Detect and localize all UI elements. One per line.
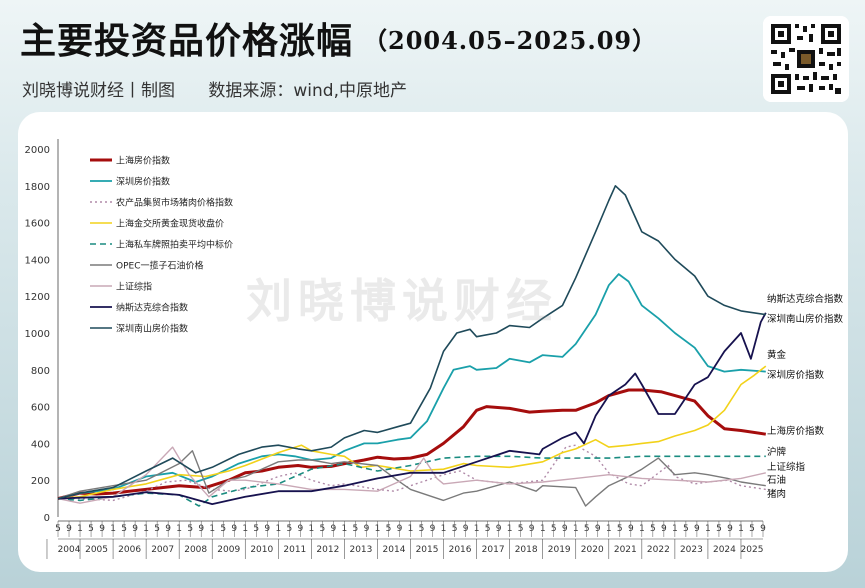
x-year-label: 2010 xyxy=(250,545,273,555)
legend-label: 上海金交所黄金现货收盘价 xyxy=(116,218,224,230)
y-tick-label: 1800 xyxy=(25,182,50,193)
x-year-label: 2021 xyxy=(614,545,637,555)
x-year-label: 2023 xyxy=(680,545,703,555)
x-year-label: 2006 xyxy=(118,545,141,555)
y-tick-label: 2000 xyxy=(25,145,50,156)
author-credit: 刘晓博说财经丨制图 xyxy=(22,81,175,101)
series-end-label: 黄金 xyxy=(767,349,787,361)
x-year-label: 2014 xyxy=(383,545,406,555)
x-year-label: 2015 xyxy=(416,545,439,555)
title-text: 主要投资品价格涨幅 xyxy=(20,21,354,62)
x-year-label: 2005 xyxy=(85,545,108,555)
series-end-label: 纳斯达克综合指数 xyxy=(767,293,844,305)
x-year-label: 2007 xyxy=(151,545,174,555)
series-end-label: 上海房价指数 xyxy=(767,425,825,437)
y-tick-label: 800 xyxy=(31,366,50,377)
x-year-label: 2025 xyxy=(741,545,764,555)
y-tick-label: 1600 xyxy=(25,219,50,230)
legend-label: 农产品集贸市场猪肉价格指数 xyxy=(116,197,233,209)
x-year-label: 2017 xyxy=(482,545,505,555)
y-tick-label: 1200 xyxy=(25,292,50,303)
series-line xyxy=(57,365,767,500)
x-year-label: 2008 xyxy=(184,545,207,555)
y-tick-label: 600 xyxy=(31,403,50,414)
y-tick-label: 200 xyxy=(31,476,50,487)
series-line xyxy=(57,455,766,507)
subtitle: 刘晓博说财经丨制图 数据来源：wind,中原地产 xyxy=(22,76,435,101)
series-line xyxy=(57,388,767,501)
x-year-label: 2019 xyxy=(548,545,571,555)
x-year-label: 2013 xyxy=(349,545,372,555)
legend-label: 上海房价指数 xyxy=(116,155,170,167)
legend-label: OPEC一揽子石油价格 xyxy=(116,260,203,272)
series-end-label: 上证综指 xyxy=(767,461,806,473)
legend-label: 上海私车牌照拍卖平均中标价 xyxy=(116,239,233,251)
page-title: 主要投资品价格涨幅 （2004.05–2025.09） xyxy=(20,12,657,64)
y-tick-label: 400 xyxy=(31,439,50,450)
data-source: 数据来源：wind,中原地产 xyxy=(208,81,408,101)
qr-code-icon xyxy=(763,16,849,102)
watermark: 刘晓博说财经 xyxy=(246,274,558,328)
series-end-label: 沪牌 xyxy=(767,446,787,458)
x-year-label: 2020 xyxy=(581,545,604,555)
series-end-label: 石油 xyxy=(767,474,786,486)
series-end-label: 猪肉 xyxy=(767,488,786,500)
legend-label: 深圳房价指数 xyxy=(116,176,170,188)
x-year-label: 2011 xyxy=(283,545,306,555)
x-year-label: 2012 xyxy=(316,545,339,555)
x-year-label: 2009 xyxy=(217,545,240,555)
series-line xyxy=(57,273,766,500)
series-end-label: 深圳房价指数 xyxy=(767,369,825,381)
x-year-label: 2016 xyxy=(449,545,472,555)
series-line xyxy=(57,185,766,500)
x-year-label: 2024 xyxy=(713,545,736,555)
x-year-label: 2018 xyxy=(515,545,538,555)
y-tick-label: 1400 xyxy=(25,255,50,266)
x-year-label: 2004 xyxy=(58,545,81,555)
y-tick-label: 1000 xyxy=(25,329,50,340)
legend-label: 纳斯达克综合指数 xyxy=(116,302,188,314)
series-end-label: 深圳南山房价指数 xyxy=(767,313,844,325)
chart-card xyxy=(18,112,848,572)
y-tick-label: 0 xyxy=(44,513,50,524)
series-line xyxy=(57,312,767,505)
series-line xyxy=(57,450,766,507)
title-range: （2004.05–2025.09） xyxy=(363,26,658,55)
x-year-label: 2022 xyxy=(647,545,670,555)
legend-label: 深圳南山房价指数 xyxy=(116,323,188,335)
series-line xyxy=(57,446,766,504)
legend-label: 上证综指 xyxy=(116,281,152,293)
